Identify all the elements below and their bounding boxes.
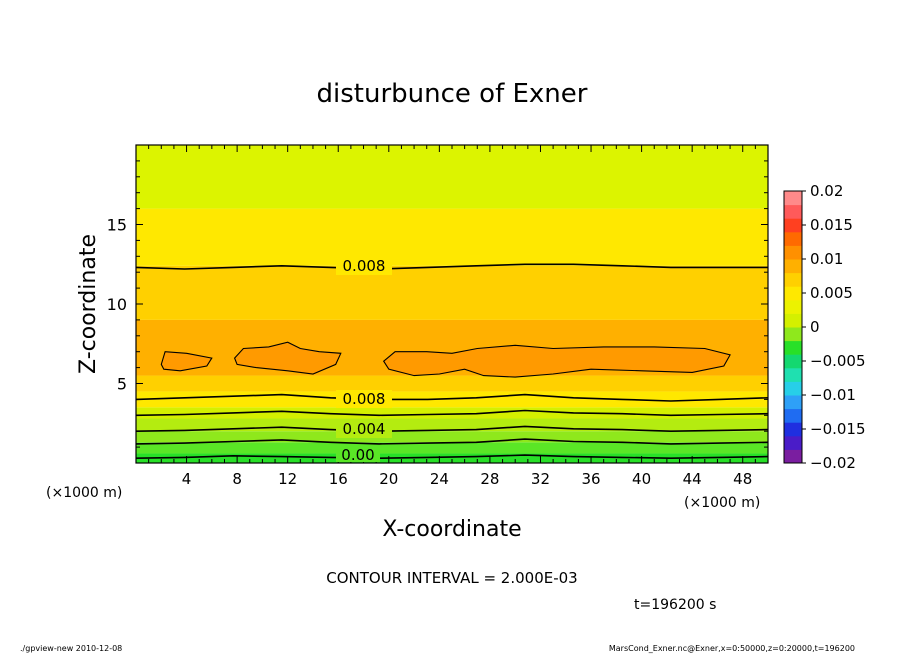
colorbar-swatch: [784, 449, 802, 464]
contour-label: 0.008: [343, 390, 386, 408]
colorbar-swatch: [784, 191, 802, 206]
x-tick-label: 48: [733, 470, 752, 488]
colorbar-swatch: [784, 354, 802, 369]
contour-label: 0.00: [341, 446, 374, 464]
z-unit-label: (×1000 m): [46, 485, 122, 501]
x-tick-label: 24: [430, 470, 449, 488]
colorbar-tick-labels: 0.02 0.015 0.01 0.005 0 −0.005 −0.01 −0.015 −0.0…: [802, 182, 866, 472]
x-tick-label: 16: [329, 470, 348, 488]
axis-ticks: [136, 145, 768, 463]
colorbar-swatch: [784, 231, 802, 246]
colorbar-swatch: [784, 245, 802, 260]
x-tick-label: 4: [182, 470, 192, 488]
colorbar-swatch: [784, 204, 802, 219]
filled-band: [136, 453, 768, 463]
colorbar: [783, 190, 803, 464]
filled-band: [136, 375, 768, 392]
colorbar-tick-label: 0.015: [810, 216, 853, 234]
colorbar-swatch: [784, 299, 802, 314]
x-tick-label: 40: [632, 470, 651, 488]
colorbar-tick-label: −0.005: [810, 352, 866, 370]
x-tick-labels: 4 8 12 16 20 24 28 32 36 40 44 48: [182, 470, 752, 488]
colorbar-swatch: [784, 259, 802, 274]
chart-title: disturbunce of Exner: [317, 79, 588, 109]
contour-labels: 0.008 0.008 0.004 0.00: [336, 257, 392, 464]
filled-band: [136, 265, 768, 320]
closed-contour-region: [233, 341, 342, 375]
contour-label: 0.008: [343, 257, 386, 275]
contour-line: [136, 425, 768, 433]
x-tick-label: 12: [278, 470, 297, 488]
closed-regions: [160, 341, 731, 378]
filled-band: [136, 407, 768, 419]
time-text: t=196200 s: [634, 597, 716, 613]
contour-label: 0.004: [343, 420, 386, 438]
colorbar-swatch: [784, 327, 802, 342]
filled-band: [136, 208, 768, 266]
x-tick-label: 28: [480, 470, 499, 488]
y-tick-label: 10: [107, 295, 127, 314]
colorbar-tick-label: 0.02: [810, 182, 843, 200]
y-axis-label: Z-coordinate: [76, 234, 101, 374]
contour-line: [136, 393, 768, 402]
contour-interval-text: CONTOUR INTERVAL = 2.000E-03: [326, 569, 577, 587]
contour-line: [136, 409, 768, 417]
filled-band: [136, 431, 768, 443]
colorbar-tick-label: −0.01: [810, 386, 856, 404]
colorbar-swatch: [784, 395, 802, 410]
colorbar-tick-label: 0: [810, 318, 820, 336]
colorbar-swatch: [784, 272, 802, 287]
colorbar-swatch: [784, 435, 802, 450]
footer-left: ./gpview-new 2010-12-08: [20, 644, 122, 653]
contour-line: [136, 438, 768, 445]
contour-lines: [136, 263, 768, 460]
y-tick-label: 5: [117, 375, 127, 394]
contour-line: [136, 454, 768, 460]
filled-band: [136, 145, 768, 209]
colorbar-swatch: [784, 422, 802, 437]
colorbar-tick-label: −0.015: [810, 420, 866, 438]
closed-contour-region: [160, 351, 213, 372]
footer-right: MarsCond_Exner.nc@Exner,x=0:50000,z=0:20…: [609, 644, 855, 653]
y-tick-labels: 5 10 15: [107, 216, 127, 394]
plot-area: [136, 145, 768, 463]
closed-contour-region: [382, 344, 731, 378]
colorbar-tick-label: 0.01: [810, 250, 843, 268]
x-tick-label: 32: [531, 470, 550, 488]
y-tick-label: 15: [107, 216, 127, 235]
colorbar-swatch: [784, 381, 802, 396]
colorbar-tick-label: 0.005: [810, 284, 853, 302]
colorbar-swatch: [784, 408, 802, 423]
colorbar-swatch: [784, 218, 802, 233]
x-tick-label: 8: [232, 470, 242, 488]
filled-bands: [136, 145, 768, 463]
colorbar-tick-label: −0.02: [810, 454, 856, 472]
x-tick-label: 36: [581, 470, 600, 488]
x-axis-label: X-coordinate: [382, 517, 521, 542]
x-tick-label: 44: [683, 470, 702, 488]
colorbar-swatch: [784, 313, 802, 328]
colorbar-swatch: [784, 286, 802, 301]
contour-line: [136, 263, 768, 270]
x-tick-label: 20: [379, 470, 398, 488]
x-unit-label: (×1000 m): [684, 495, 760, 511]
filled-band: [136, 442, 768, 454]
colorbar-swatch: [784, 367, 802, 382]
colorbar-swatch: [784, 340, 802, 355]
